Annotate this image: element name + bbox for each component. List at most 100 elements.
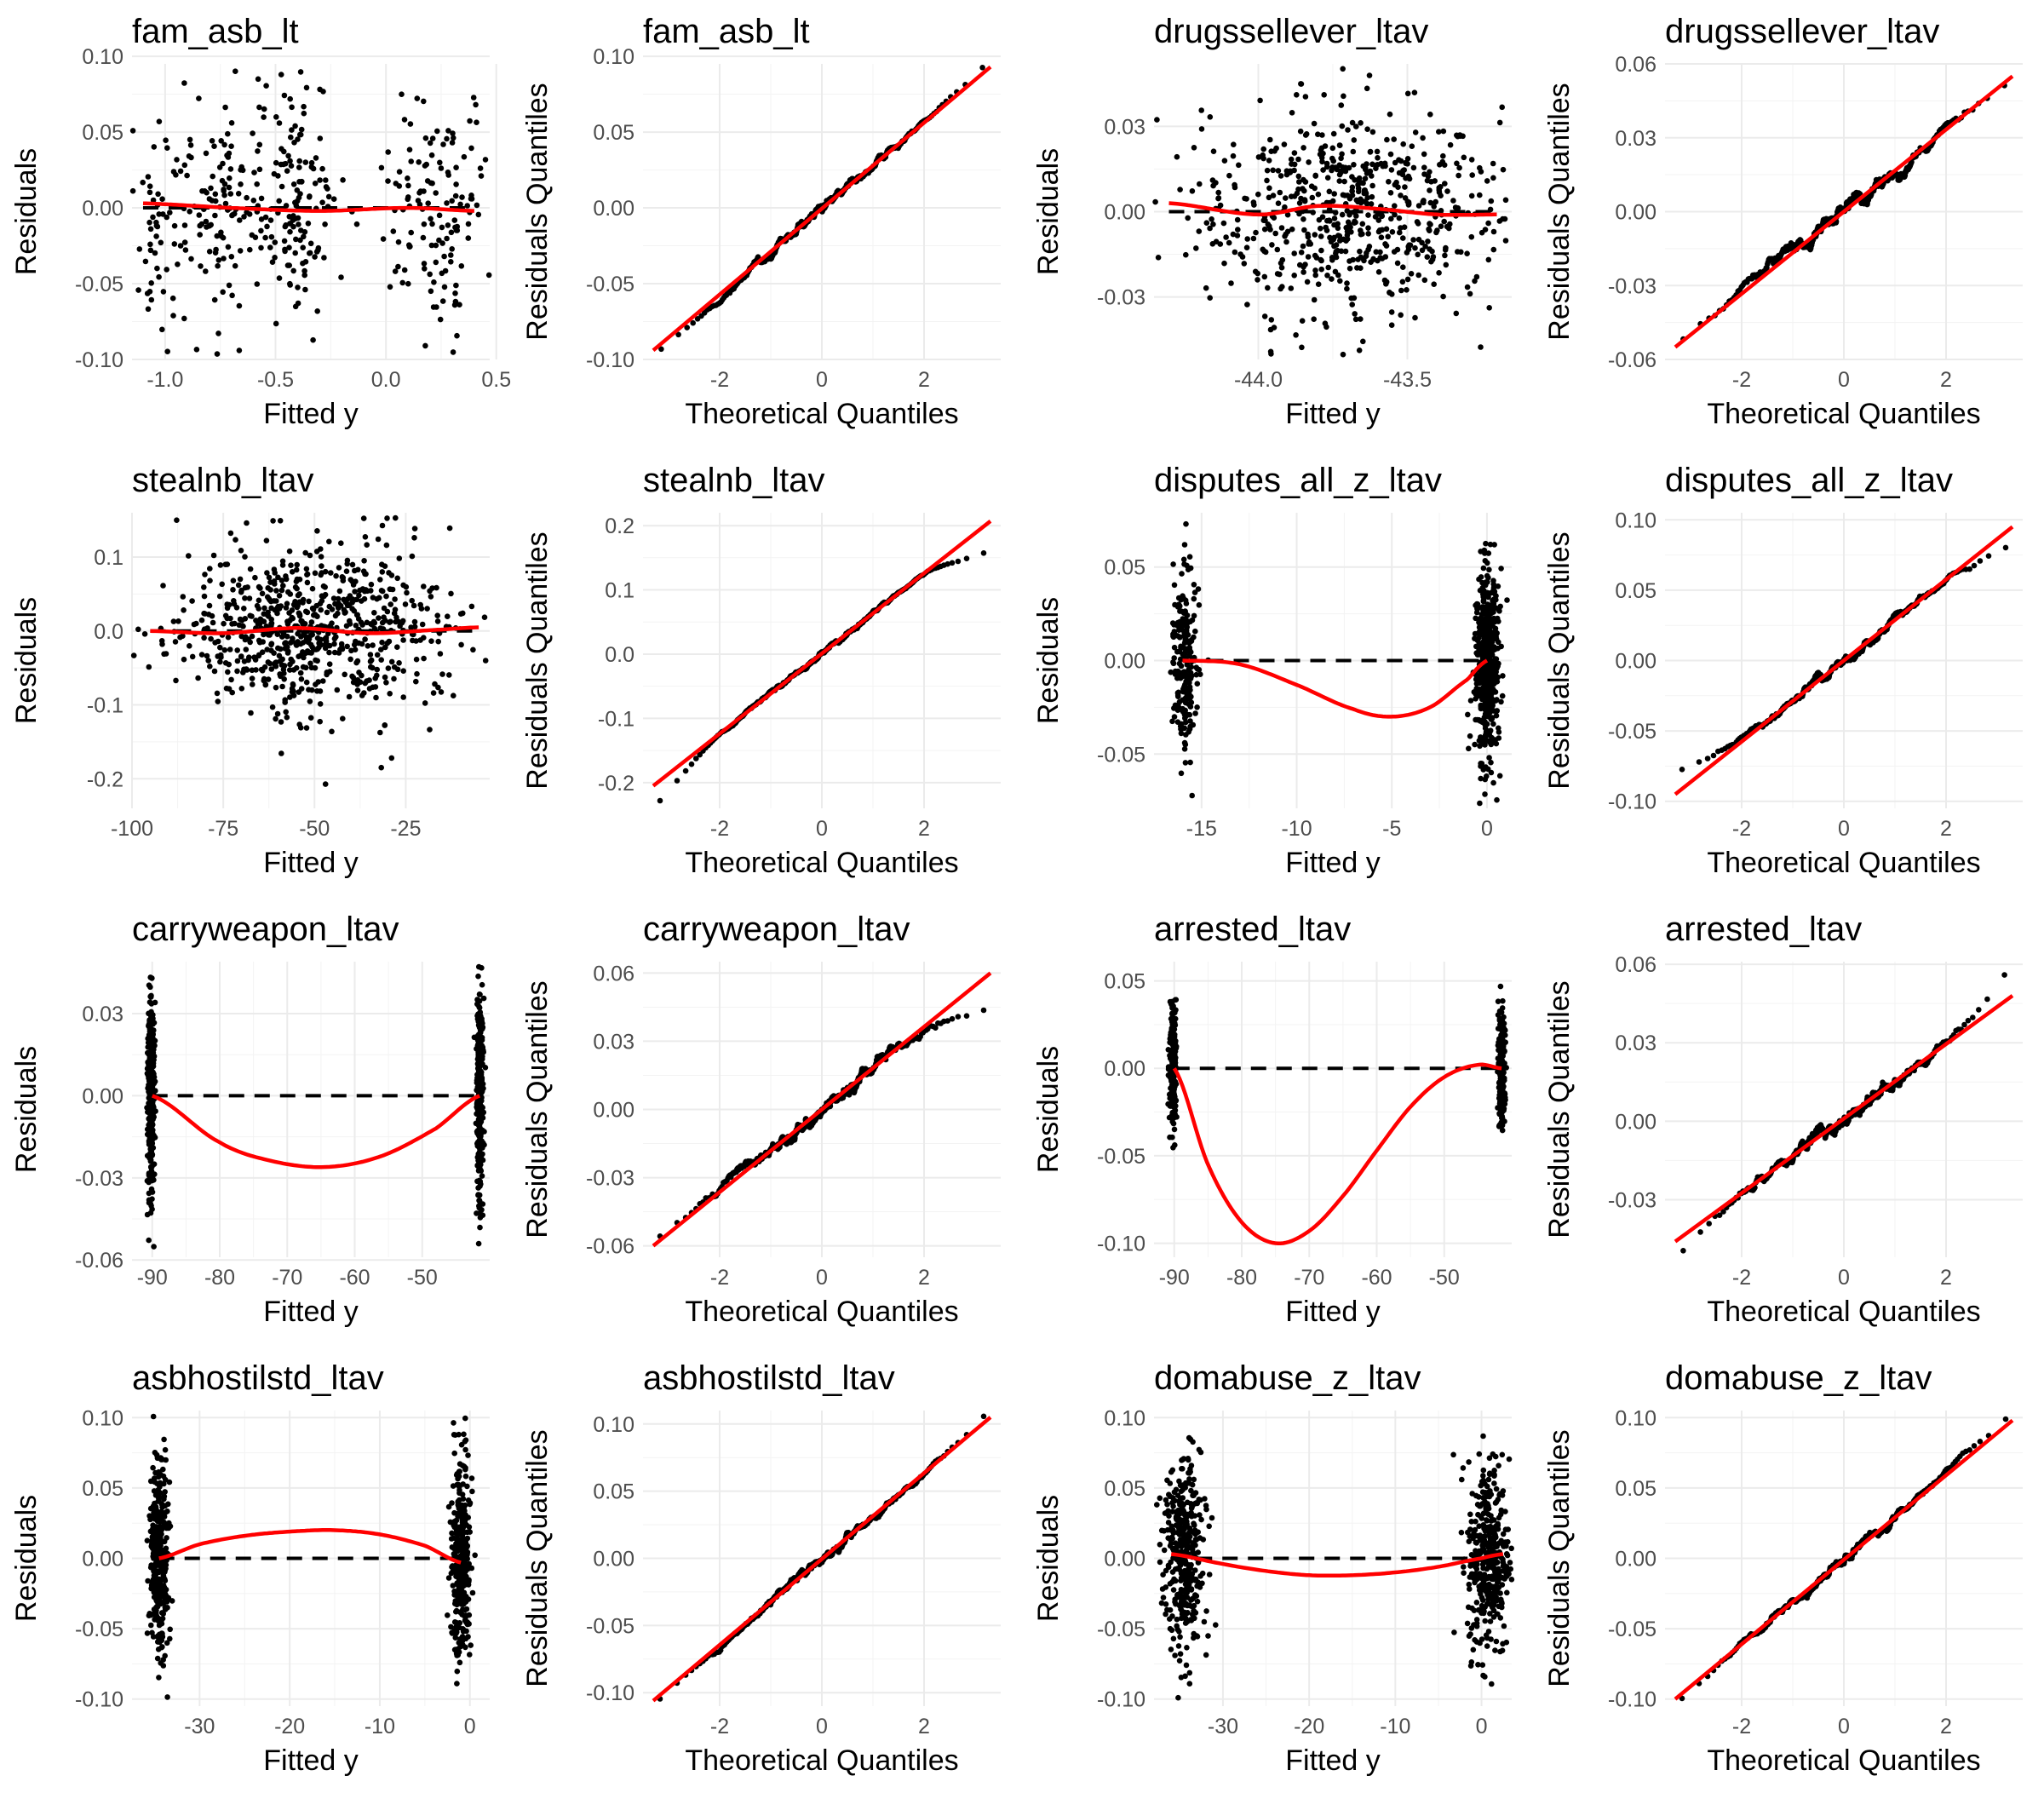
panel-5-point bbox=[242, 658, 248, 664]
panel-5-point bbox=[400, 637, 406, 643]
panel-1-point bbox=[379, 165, 385, 171]
panel-1-point bbox=[396, 239, 402, 245]
panel-7-point bbox=[1483, 611, 1489, 617]
panel-1-point bbox=[421, 99, 427, 105]
panel-1-point bbox=[199, 221, 205, 227]
panel-5-point bbox=[207, 603, 213, 609]
panel-8-qq-point bbox=[1711, 753, 1717, 759]
panel-3-point bbox=[1318, 233, 1324, 239]
panel-3-point bbox=[1489, 198, 1495, 204]
panel-1-point bbox=[300, 261, 306, 267]
panel-3-point bbox=[1379, 234, 1385, 240]
panel-3-point bbox=[1419, 240, 1425, 246]
panel-1-point bbox=[449, 198, 455, 204]
panel-5-point bbox=[349, 600, 355, 606]
panel-3-point bbox=[1300, 145, 1306, 151]
panel-1-point bbox=[187, 137, 193, 143]
panel-1-point bbox=[474, 119, 479, 125]
panel-3-point bbox=[1400, 279, 1406, 285]
panel-3-point bbox=[1291, 273, 1297, 279]
panel-5-point bbox=[224, 686, 230, 692]
panel-5-point bbox=[256, 652, 262, 658]
panel-5-point bbox=[261, 606, 267, 612]
panel-3-point bbox=[1346, 258, 1352, 264]
panel-7-point bbox=[1478, 549, 1484, 555]
panel-3-point bbox=[1400, 235, 1406, 241]
panel-7-point bbox=[1489, 611, 1495, 617]
panel-5-point bbox=[417, 602, 423, 608]
panel-7-point bbox=[1180, 726, 1186, 732]
panel-3-point bbox=[1262, 274, 1268, 280]
panel-5-point bbox=[160, 583, 166, 589]
panel-1-point bbox=[397, 169, 403, 175]
panel-3-point bbox=[1490, 161, 1496, 167]
panel-5-point bbox=[404, 590, 410, 596]
panel-5-point bbox=[301, 655, 307, 661]
panel-3-point bbox=[1251, 236, 1257, 242]
panel-3-point bbox=[1400, 168, 1406, 174]
panel-3-point bbox=[1324, 227, 1330, 233]
panel-7-point bbox=[1490, 780, 1496, 786]
panel-1-point bbox=[263, 215, 269, 221]
panel-3-point bbox=[1333, 269, 1339, 275]
panel-1-point bbox=[215, 263, 221, 269]
panel-5-point bbox=[280, 583, 286, 589]
panel-5-point bbox=[284, 601, 290, 606]
panel-5-point bbox=[438, 651, 444, 657]
panel-5-point bbox=[372, 675, 378, 681]
panel-3-point bbox=[1383, 254, 1389, 260]
panel-3-point bbox=[1244, 236, 1250, 242]
panel-1-point bbox=[197, 212, 203, 218]
panel-1-point bbox=[431, 279, 437, 285]
panel-5-point bbox=[458, 642, 464, 648]
panel-8-x-tick-label: 2 bbox=[1940, 817, 1952, 841]
panel-3-point bbox=[1375, 155, 1381, 161]
panel-1-point bbox=[210, 174, 215, 180]
panel-1-point bbox=[291, 181, 297, 187]
panel-3-point bbox=[1358, 316, 1364, 322]
panel-1-point bbox=[188, 142, 194, 148]
panel-3-point bbox=[1293, 332, 1299, 338]
panel-3-point bbox=[1209, 216, 1214, 222]
panel-5-point bbox=[363, 572, 369, 578]
panel-3-point bbox=[1177, 187, 1183, 193]
panel-3-point bbox=[1300, 269, 1306, 275]
panel-5-point bbox=[409, 598, 415, 604]
panel-1-point bbox=[203, 268, 209, 274]
panel-5-plot-area bbox=[131, 515, 489, 787]
panel-1-point bbox=[273, 239, 278, 245]
panel-3-point bbox=[1279, 265, 1285, 271]
panel-7-point bbox=[1187, 712, 1193, 718]
panel-5-point bbox=[294, 665, 300, 671]
panel-5-point bbox=[225, 606, 231, 612]
panel-3-point bbox=[1478, 344, 1484, 350]
panel-1-point bbox=[247, 247, 253, 253]
panel-3-point bbox=[1455, 134, 1461, 140]
panel-1-point bbox=[261, 106, 267, 112]
panel-3-point bbox=[1464, 250, 1470, 256]
panel-1-point bbox=[143, 259, 149, 265]
panel-5-point bbox=[303, 609, 309, 615]
panel-3-point bbox=[1465, 284, 1471, 290]
panel-1-point bbox=[170, 313, 176, 319]
panel-7-point bbox=[1485, 604, 1491, 610]
panel-4-y-tick-label: 0.06 bbox=[1615, 53, 1656, 77]
panel-5-point bbox=[226, 635, 232, 641]
panel-3-point bbox=[1303, 132, 1309, 138]
panel-1-point bbox=[452, 217, 458, 223]
panel-5-point bbox=[313, 658, 319, 664]
panel-1-point bbox=[238, 248, 244, 254]
panel-1-point bbox=[175, 261, 181, 267]
panel-3-point bbox=[1154, 117, 1160, 123]
panel-5-point bbox=[353, 647, 359, 652]
panel-1-point bbox=[407, 244, 413, 250]
panel-5-point bbox=[282, 699, 288, 705]
panel-5-point bbox=[379, 640, 385, 646]
panel-5-point bbox=[205, 658, 211, 664]
panel-1-point bbox=[445, 172, 451, 178]
panel-1-point bbox=[299, 127, 305, 133]
panel-1-point bbox=[228, 191, 234, 197]
panel-3-point bbox=[1421, 200, 1427, 206]
panel-1-point bbox=[433, 243, 439, 249]
panel-3-point bbox=[1359, 180, 1365, 186]
